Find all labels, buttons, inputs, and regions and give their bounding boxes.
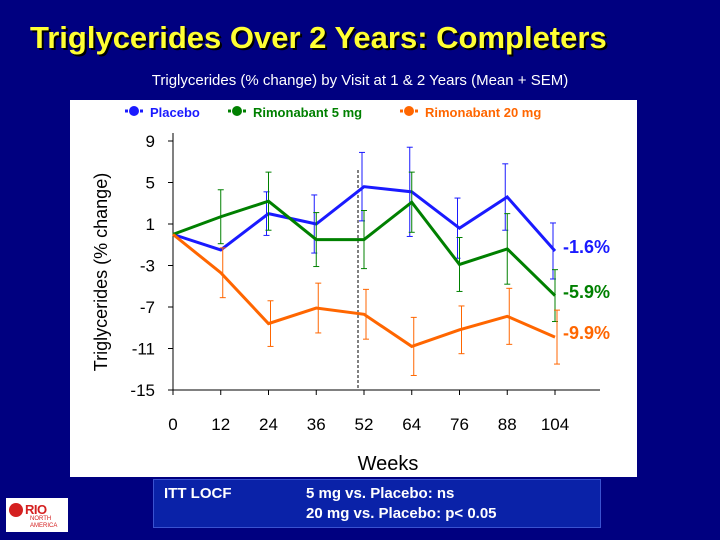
logo-sub-line2: AMERICA (30, 523, 58, 529)
x-axis-title: Weeks (358, 453, 419, 475)
legend-swatch-dot-rimonabant-5-mg (232, 106, 242, 116)
end-label-rimonabant-20mg: -9.9% (563, 323, 611, 344)
x-tick-label: 52 (355, 415, 374, 434)
series-line-rimonabant-5-mg (172, 199, 557, 297)
logo-sub-line1: NORTH (30, 516, 52, 522)
y-axis-title: Triglycerides (% change) (91, 173, 111, 371)
x-tick-label: 12 (211, 415, 230, 434)
logo-subtext: NORTH AMERICA (30, 516, 57, 530)
x-tick-label: 104 (541, 415, 569, 434)
x-tick-label: 24 (259, 415, 278, 434)
triglycerides-line-chart: 9 5 1 -3 -7 -11 -15 0 12 24 36 52 64 76 88 104 Weeks Trig… (91, 105, 600, 475)
series-line-rimonabant-20-mg (172, 233, 556, 349)
y-tick-label: -15 (130, 381, 155, 400)
statistics-footer-box: ITT LOCF 5 mg vs. Placebo: ns 20 mg vs. … (153, 479, 601, 528)
rio-north-america-logo: RIO NORTH AMERICA (6, 498, 68, 532)
y-tick-label: -3 (140, 257, 155, 276)
legend-swatch-dot-placebo (129, 106, 139, 116)
x-tick-label: 36 (307, 415, 326, 434)
series-line-placebo (172, 185, 557, 252)
x-tick-label: 64 (402, 415, 421, 434)
end-label-rimonabant-5mg: -5.9% (563, 281, 611, 302)
end-label-placebo: -1.6% (563, 236, 611, 257)
x-tick-label: 88 (498, 415, 517, 434)
legend-label-placebo: Placebo (150, 105, 200, 120)
comparison-5mg-text: 5 mg vs. Placebo: ns (306, 485, 455, 502)
chart-panel: 9 5 1 -3 -7 -11 -15 0 12 24 36 52 64 76 88 104 Weeks Trig… (70, 100, 637, 477)
y-tick-label: 1 (146, 215, 155, 234)
slide-title: Triglycerides Over 2 Years: Completers (30, 20, 607, 55)
y-tick-label: -7 (140, 298, 155, 317)
slide-subtitle: Triglycerides (% change) by Visit at 1 &… (151, 72, 569, 89)
y-tick-label: 9 (146, 132, 155, 151)
legend-label-rimonabant-20-mg: Rimonabant 20 mg (425, 105, 541, 120)
logo-word: RIO (25, 502, 47, 517)
logo-mark-icon (9, 503, 23, 517)
y-tick-label: 5 (146, 174, 155, 193)
x-tick-label: 76 (450, 415, 469, 434)
analysis-method-label: ITT LOCF (164, 485, 232, 502)
comparison-20mg-text: 20 mg vs. Placebo: p< 0.05 (306, 505, 497, 522)
x-tick-label: 0 (168, 415, 177, 434)
legend-label-rimonabant-5-mg: Rimonabant 5 mg (253, 105, 362, 120)
y-tick-label: -11 (132, 340, 155, 359)
legend-swatch-dot-rimonabant-20-mg (404, 106, 414, 116)
